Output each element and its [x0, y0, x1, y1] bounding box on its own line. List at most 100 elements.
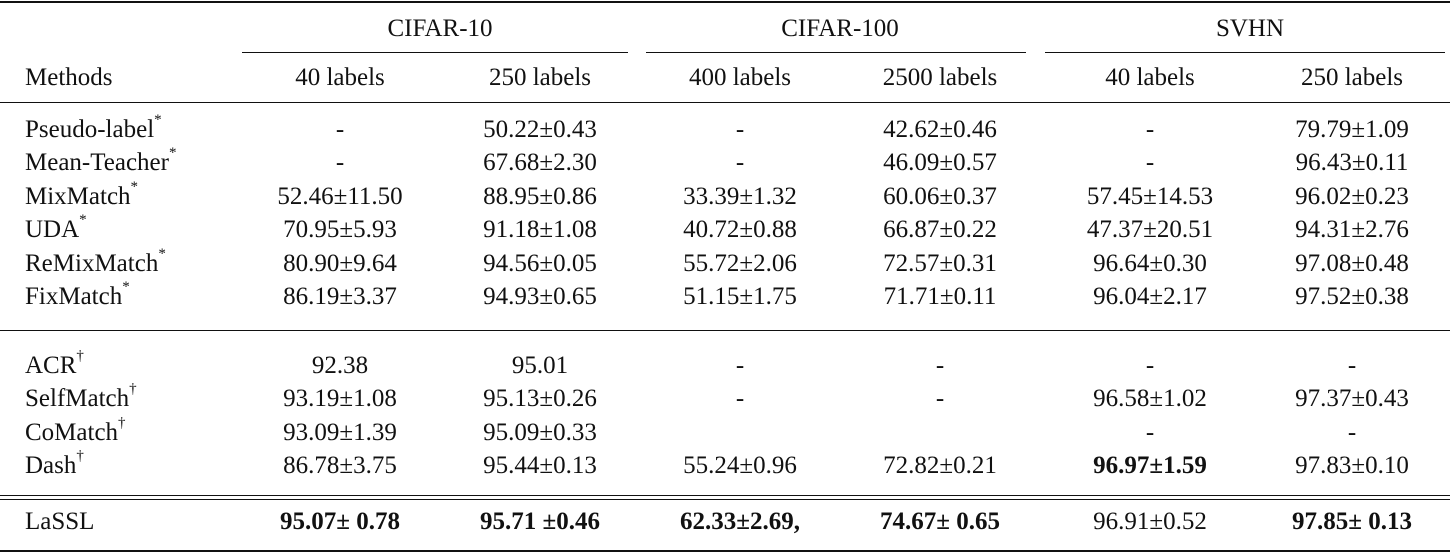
column-header: 40 labels: [1105, 64, 1195, 91]
table-cell: 95.09±0.33: [483, 418, 597, 446]
table-cell: 96.04±2.17: [1093, 283, 1207, 310]
table-cell: 96.02±0.23: [1295, 182, 1409, 210]
table-cell: 93.19±1.08: [283, 385, 397, 413]
method-label: UDA: [25, 216, 80, 244]
method-name: Mean-Teacher*: [25, 145, 177, 178]
method-name: SelfMatch†: [25, 381, 137, 414]
column-header: 40 labels: [295, 64, 385, 91]
table-cell: 55.24±0.96: [683, 452, 797, 480]
method-label: ACR: [25, 352, 77, 379]
method-marker: *: [154, 112, 162, 128]
top-rule: [0, 1, 1450, 3]
table-cell: -: [1145, 116, 1155, 143]
table-cell: 97.83±0.10: [1295, 452, 1409, 480]
cmidrule-cifar10: [242, 52, 628, 54]
method-marker: *: [79, 212, 87, 229]
table-cell: -: [735, 116, 745, 143]
table-cell: -: [1145, 352, 1155, 379]
method-name: LaSSL: [25, 507, 94, 537]
table-cell: 96.58±1.02: [1093, 385, 1207, 413]
method-marker: †: [129, 381, 137, 398]
table-cell: 72.57±0.31: [883, 249, 997, 277]
method-label: SelfMatch: [25, 385, 130, 413]
table-cell: 47.37±20.51: [1086, 216, 1214, 244]
method-label: Mean-Teacher: [25, 149, 169, 177]
table-cell: 80.90±9.64: [283, 249, 397, 277]
table-cell: 71.71±0.11: [883, 283, 997, 310]
table-cell: 94.56±0.05: [483, 249, 597, 277]
table-cell: 97.52±0.38: [1295, 283, 1409, 310]
table-cell: 33.39±1.32: [683, 182, 797, 210]
table-cell: -: [1145, 149, 1155, 177]
method-label: CoMatch: [25, 418, 119, 446]
method-marker: †: [76, 348, 84, 364]
table-cell: 96.43±0.11: [1295, 149, 1409, 177]
cmidrule-cifar100: [646, 52, 1026, 54]
group-header-cifar100: CIFAR-100: [781, 15, 899, 42]
method-name: CoMatch†: [25, 414, 126, 448]
double-rule-top: [0, 495, 1450, 497]
table-cell: 79.79±1.09: [1295, 116, 1409, 143]
method-name: Pseudo-label*: [25, 112, 162, 145]
method-name: ACR†: [25, 348, 84, 381]
method-label: LaSSL: [25, 508, 95, 535]
method-marker: *: [130, 178, 139, 195]
table-cell: 96.91±0.52: [1093, 508, 1207, 535]
group-header-cifar10: CIFAR-10: [387, 15, 493, 42]
table-cell: 66.87±0.22: [883, 216, 997, 244]
methods-header: Methods: [25, 64, 113, 91]
table-cell: 95.01: [511, 352, 569, 379]
table-cell: 55.72±2.06: [683, 249, 797, 277]
table-cell: 95.07± 0.78: [280, 508, 400, 535]
table-cell: 95.71 ±0.46: [480, 508, 600, 535]
double-rule-bottom: [0, 499, 1450, 501]
method-name: ReMixMatch*: [25, 246, 166, 279]
group-header-svhn: SVHN: [1215, 15, 1285, 42]
table-cell: -: [735, 352, 745, 379]
table-cell: 51.15±1.75: [683, 283, 797, 310]
table-cell: -: [935, 385, 945, 413]
table-cell: 96.64±0.30: [1093, 249, 1207, 277]
table-cell: 93.09±1.39: [283, 418, 397, 446]
table-cell: -: [935, 352, 945, 379]
table-cell: 52.46±11.50: [277, 182, 403, 210]
table-cell: 97.37±0.43: [1295, 385, 1409, 413]
table-cell: 95.44±0.13: [483, 452, 597, 480]
method-marker: *: [168, 145, 177, 162]
table-cell: 95.13±0.26: [483, 385, 597, 413]
method-marker: *: [122, 279, 130, 295]
table-cell: 42.62±0.46: [883, 116, 997, 143]
method-label: MixMatch: [25, 182, 131, 210]
table-cell: 97.85± 0.13: [1292, 508, 1412, 535]
section-rule: [0, 330, 1450, 332]
table-cell: 91.18±1.08: [483, 216, 597, 244]
table-cell: -: [335, 149, 345, 177]
column-header: 400 labels: [688, 64, 792, 91]
table-cell: 94.31±2.76: [1295, 216, 1409, 244]
column-header: 250 labels: [1300, 64, 1404, 91]
table-cell: 86.78±3.75: [283, 452, 397, 480]
table-cell: 57.45±14.53: [1086, 182, 1214, 210]
method-label: ReMixMatch: [25, 249, 159, 277]
method-name: MixMatch*: [25, 178, 139, 212]
table-cell: 46.09±0.57: [883, 149, 997, 177]
table-cell: -: [735, 385, 745, 413]
method-marker: †: [118, 414, 126, 431]
column-header: 250 labels: [488, 64, 592, 91]
table-cell: 60.06±0.37: [883, 182, 997, 210]
table-cell: -: [335, 116, 345, 143]
bottom-rule: [0, 550, 1450, 552]
table-cell: -: [735, 149, 745, 177]
table-cell: 97.08±0.48: [1295, 249, 1409, 277]
table-cell: 62.33±2.69,: [680, 508, 800, 535]
table-cell: 86.19±3.37: [283, 283, 397, 310]
table-cell: 92.38: [311, 352, 369, 379]
column-header: 2500 labels: [882, 64, 998, 91]
table-cell: 40.72±0.88: [683, 216, 797, 244]
method-name: Dash†: [25, 449, 84, 481]
method-label: FixMatch: [25, 283, 123, 310]
table-cell: 88.95±0.86: [483, 182, 597, 210]
cmidrule-svhn: [1045, 52, 1445, 54]
table-cell: 67.68±2.30: [483, 149, 597, 177]
method-label: Dash: [25, 452, 77, 480]
